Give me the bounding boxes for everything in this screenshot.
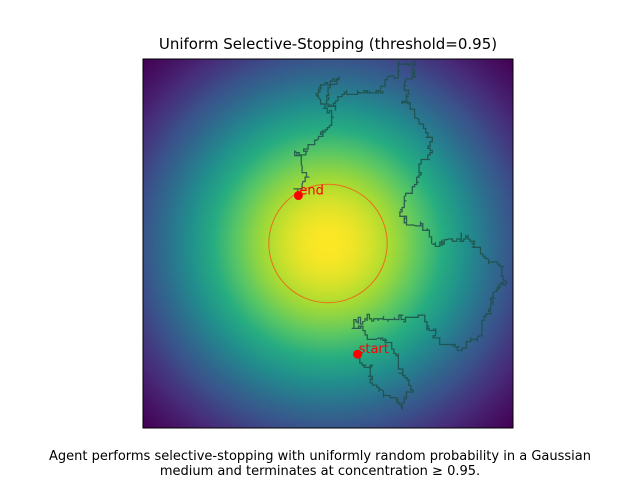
- chart-title: Uniform Selective-Stopping (threshold=0.…: [159, 35, 497, 53]
- plot-frame: [142, 58, 514, 429]
- caption-line-1: Agent performs selective-stopping with u…: [49, 449, 591, 464]
- start-marker: [353, 349, 363, 359]
- trajectory: [293, 59, 508, 410]
- end-label: end: [299, 184, 324, 199]
- start-label: start: [359, 342, 389, 357]
- threshold-circle: [268, 183, 388, 304]
- end-marker: [293, 191, 303, 201]
- trajectory-path: [293, 59, 508, 410]
- markers: start end: [293, 184, 389, 359]
- gaussian-concentration-heatmap: [143, 59, 513, 428]
- caption-line-2: medium and terminates at concentration ≥…: [159, 464, 481, 479]
- plot-area: start end: [142, 58, 514, 429]
